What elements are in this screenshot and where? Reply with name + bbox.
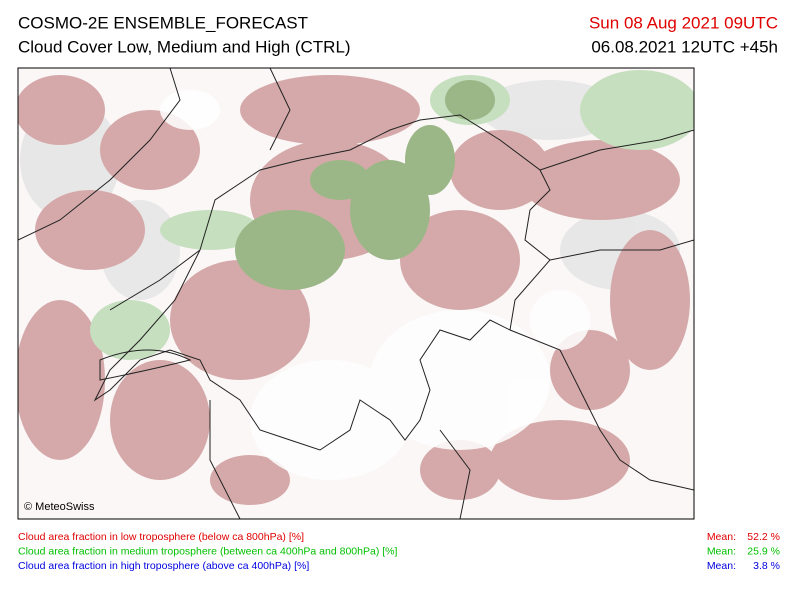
mean-label: Mean: (707, 560, 736, 572)
legend-label: Cloud area fraction in high troposphere … (18, 560, 309, 572)
legend-label: Cloud area fraction in low troposphere (… (18, 531, 304, 543)
map: © MeteoSwiss (18, 68, 694, 519)
copyright: © MeteoSwiss (24, 501, 95, 513)
valid-time: Sun 08 Aug 2021 09UTC (589, 13, 778, 32)
subtitle: Cloud Cover Low, Medium and High (CTRL) (18, 37, 351, 56)
title: COSMO-2E ENSEMBLE_FORECAST (18, 13, 308, 32)
legend-label: Cloud area fraction in medium tropospher… (18, 545, 397, 557)
run-time: 06.08.2021 12UTC +45h (591, 37, 778, 56)
mean-value: 25.9 % (747, 545, 780, 557)
mean-value: 3.8 % (753, 560, 780, 572)
map-frame (17, 67, 695, 520)
mean-value: 52.2 % (747, 531, 780, 543)
mean-label: Mean: (707, 545, 736, 557)
legend: Cloud area fraction in low troposphere (… (18, 531, 780, 572)
mean-label: Mean: (707, 531, 736, 543)
